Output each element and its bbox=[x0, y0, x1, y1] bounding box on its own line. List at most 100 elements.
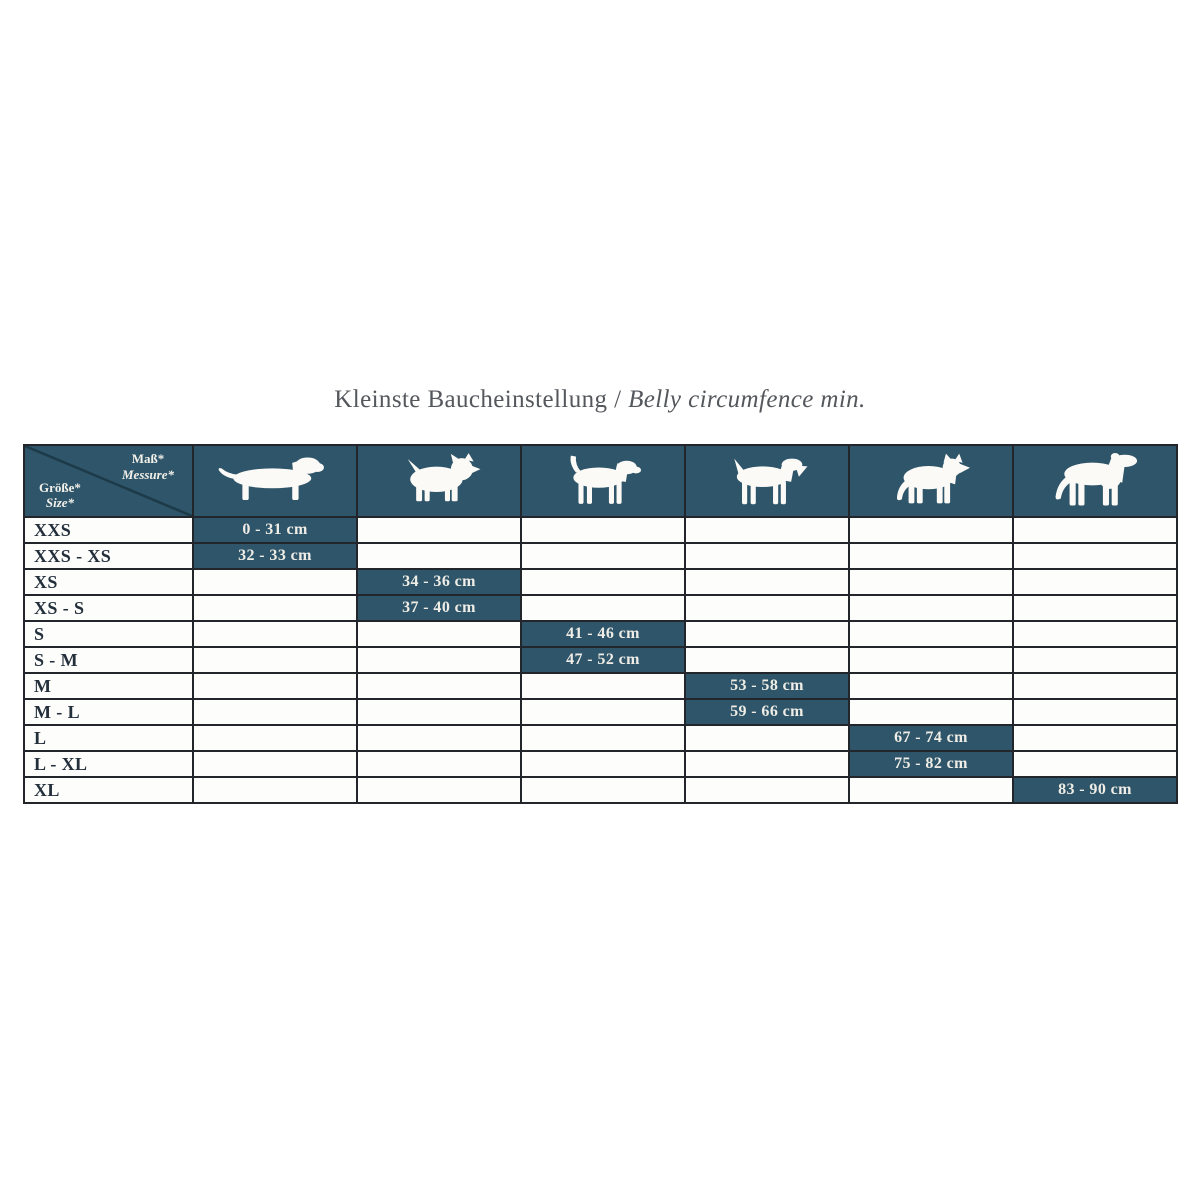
value-cell bbox=[684, 516, 850, 544]
value-cell bbox=[848, 646, 1014, 674]
value-cell bbox=[192, 594, 358, 622]
column-husky bbox=[848, 444, 1014, 518]
size-row-label: S - M bbox=[23, 646, 194, 674]
value-cell bbox=[520, 516, 686, 544]
value-cell bbox=[1012, 646, 1178, 674]
value-cell bbox=[848, 542, 1014, 570]
column-terrier bbox=[356, 444, 522, 518]
value-cell bbox=[356, 776, 522, 804]
value-cell bbox=[356, 620, 522, 648]
column-fox-terrier bbox=[684, 444, 850, 518]
table-row: L - XL 75 - 82 cm bbox=[23, 750, 1178, 778]
value-cell bbox=[848, 516, 1014, 544]
value-cell: 53 - 58 cm bbox=[684, 672, 850, 700]
value-cell bbox=[356, 542, 522, 570]
measure-label-en: Messure* bbox=[121, 466, 174, 482]
value-cell bbox=[192, 698, 358, 726]
value-cell bbox=[520, 542, 686, 570]
value-cell bbox=[356, 750, 522, 778]
value-cell bbox=[684, 750, 850, 778]
value-cell bbox=[192, 724, 358, 752]
table-row: S - M 47 - 52 cm bbox=[23, 646, 1178, 674]
value-cell bbox=[684, 646, 850, 674]
table-header-row: Maß* Messure* Größe* Size* bbox=[23, 444, 1178, 518]
value-cell bbox=[356, 646, 522, 674]
table-row: XS 34 - 36 cm bbox=[23, 568, 1178, 596]
value-cell bbox=[520, 776, 686, 804]
size-row-label: L bbox=[23, 724, 194, 752]
great-dane-icon bbox=[1055, 452, 1138, 506]
measure-label-de: Maß* bbox=[131, 451, 165, 466]
value-cell bbox=[848, 594, 1014, 622]
value-cell: 47 - 52 cm bbox=[520, 646, 686, 674]
table-row: S 41 - 46 cm bbox=[23, 620, 1178, 648]
column-dachshund bbox=[192, 444, 358, 518]
value-cell bbox=[1012, 724, 1178, 752]
value-cell: 37 - 40 cm bbox=[356, 594, 522, 622]
size-table: Maß* Messure* Größe* Size* bbox=[23, 444, 1178, 804]
size-label-de: Größe* bbox=[39, 479, 81, 495]
value-cell bbox=[684, 568, 850, 596]
column-great-dane bbox=[1012, 444, 1178, 518]
column-beagle bbox=[520, 444, 686, 518]
beagle-icon bbox=[570, 455, 642, 504]
value-cell bbox=[1012, 594, 1178, 622]
value-cell bbox=[1012, 750, 1178, 778]
value-cell: 0 - 31 cm bbox=[192, 516, 358, 544]
table-row: XL 83 - 90 cm bbox=[23, 776, 1178, 804]
table-row: M - L 59 - 66 cm bbox=[23, 698, 1178, 726]
dachshund-icon bbox=[218, 457, 324, 501]
value-cell bbox=[520, 594, 686, 622]
title-separator: / bbox=[607, 386, 629, 413]
value-cell: 67 - 74 cm bbox=[848, 724, 1014, 752]
size-row-label: M - L bbox=[23, 698, 194, 726]
table-row: XS - S 37 - 40 cm bbox=[23, 594, 1178, 622]
value-cell: 59 - 66 cm bbox=[684, 698, 850, 726]
value-cell bbox=[520, 724, 686, 752]
page-title: Kleinste Baucheinstellung / Belly circum… bbox=[0, 386, 1200, 414]
value-cell: 83 - 90 cm bbox=[1012, 776, 1178, 804]
table-row: XXS 0 - 31 cm bbox=[23, 516, 1178, 544]
value-cell bbox=[356, 698, 522, 726]
value-cell bbox=[520, 568, 686, 596]
value-cell bbox=[1012, 568, 1178, 596]
size-row-label: XXS - XS bbox=[23, 542, 194, 570]
size-row-label: XS bbox=[23, 568, 194, 596]
size-row-label: S bbox=[23, 620, 194, 648]
size-row-label: XS - S bbox=[23, 594, 194, 622]
value-cell bbox=[684, 542, 850, 570]
size-row-label: XL bbox=[23, 776, 194, 804]
size-row-label: M bbox=[23, 672, 194, 700]
value-cell bbox=[192, 672, 358, 700]
size-header: Größe* Size* bbox=[39, 480, 81, 511]
value-cell bbox=[356, 672, 522, 700]
value-cell: 41 - 46 cm bbox=[520, 620, 686, 648]
value-cell bbox=[684, 594, 850, 622]
value-cell bbox=[848, 776, 1014, 804]
value-cell bbox=[356, 724, 522, 752]
value-cell bbox=[684, 724, 850, 752]
value-cell bbox=[192, 568, 358, 596]
corner-cell: Maß* Messure* Größe* Size* bbox=[23, 444, 194, 518]
value-cell bbox=[684, 776, 850, 804]
value-cell bbox=[1012, 620, 1178, 648]
title-german: Kleinste Baucheinstellung bbox=[334, 386, 608, 413]
title-english: Belly circumfence min. bbox=[628, 386, 866, 413]
value-cell bbox=[848, 698, 1014, 726]
value-cell bbox=[1012, 672, 1178, 700]
value-cell bbox=[192, 620, 358, 648]
husky-icon bbox=[896, 453, 971, 504]
size-row-label: L - XL bbox=[23, 750, 194, 778]
fox-terrier-icon bbox=[734, 458, 808, 505]
value-cell bbox=[1012, 542, 1178, 570]
value-cell: 34 - 36 cm bbox=[356, 568, 522, 596]
value-cell bbox=[848, 620, 1014, 648]
value-cell bbox=[192, 776, 358, 804]
value-cell bbox=[356, 516, 522, 544]
table-row: M 53 - 58 cm bbox=[23, 672, 1178, 700]
diagonal-divider bbox=[26, 447, 191, 515]
value-cell bbox=[1012, 698, 1178, 726]
terrier-icon bbox=[407, 453, 481, 502]
value-cell bbox=[848, 672, 1014, 700]
